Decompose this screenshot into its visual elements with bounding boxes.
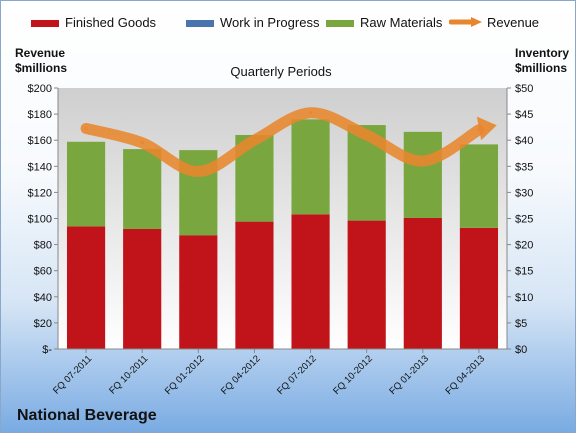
bar-raw-materials [123, 149, 162, 229]
legend-label: Revenue [487, 15, 540, 30]
company-name: National Beverage [17, 407, 157, 424]
bar-raw-materials [291, 119, 330, 215]
right-tick-label: $0 [515, 344, 527, 356]
legend-swatch-raw-materials [326, 20, 354, 28]
legend-swatch-revenue [448, 16, 483, 31]
legend-item-revenue: Revenue [448, 15, 540, 31]
x-tick-label: FQ 04-2013 [443, 353, 487, 397]
revenue-line [80, 107, 485, 178]
revenue-point [252, 138, 256, 142]
right-axis-title-line: $millions [515, 61, 568, 75]
legend-label: Work in Progress [220, 15, 320, 30]
x-tick-label: FQ 10-2011 [107, 353, 150, 396]
bar-raw-materials [403, 131, 442, 218]
left-axis-title: Revenue $millions [15, 46, 67, 76]
right-tick-label: $10 [515, 292, 533, 304]
bar-finished-goods [66, 226, 106, 349]
legend-swatch-finished-goods [31, 20, 59, 28]
left-tick-label: $- [42, 344, 52, 356]
right-axis-title: Inventory $millions [515, 46, 569, 76]
revenue-point [309, 111, 313, 115]
left-tick-label: $60 [34, 266, 52, 278]
right-tick-label: $25 [515, 214, 533, 226]
legend-item-work-in-progress: Work in Progress [186, 15, 319, 30]
right-tick-label: $15 [515, 266, 533, 278]
legend-swatch-work-in-progress [186, 20, 214, 28]
x-tick-label: FQ 01-2013 [387, 353, 431, 397]
bar-finished-goods [179, 235, 218, 349]
bar-finished-goods [235, 221, 274, 349]
revenue-point [84, 126, 88, 130]
bar-finished-goods [459, 227, 499, 349]
revenue-point [421, 159, 425, 163]
bar-finished-goods [403, 217, 442, 349]
x-tick-label: FQ 01-2012 [163, 353, 207, 397]
left-axis-title-line: $millions [15, 61, 68, 75]
revenue-point [365, 133, 369, 137]
left-tick-label: $140 [28, 161, 52, 173]
chart-title: Quarterly Periods [230, 64, 332, 79]
bar-raw-materials [66, 141, 106, 227]
right-tick-label: $45 [515, 109, 533, 121]
right-axis-title-line: Inventory [515, 46, 570, 60]
x-tick-label: FQ 10-2012 [331, 353, 375, 397]
legend-item-raw-materials: Raw Materials [326, 15, 442, 30]
right-tick-label: $40 [515, 135, 533, 147]
right-tick-label: $20 [515, 240, 533, 252]
right-tick-label: $35 [515, 161, 533, 173]
left-tick-label: $40 [34, 292, 52, 304]
legend-label: Finished Goods [65, 15, 157, 30]
bar-finished-goods [291, 214, 330, 349]
right-tick-label: $30 [515, 187, 533, 199]
left-tick-label: $80 [34, 240, 52, 252]
left-tick-label: $180 [28, 109, 52, 121]
revenue-arrow-head [476, 116, 497, 141]
legend-label: Raw Materials [360, 15, 443, 30]
x-tick-label: FQ 07-2012 [275, 353, 319, 397]
left-tick-label: $120 [28, 187, 52, 199]
x-tick-label: FQ 04-2012 [219, 353, 263, 397]
left-tick-label: $160 [28, 135, 52, 147]
bar-finished-goods [123, 228, 162, 349]
right-tick-label: $50 [515, 83, 533, 95]
bar-finished-goods [347, 220, 386, 349]
revenue-point [140, 141, 144, 145]
revenue-point [196, 170, 200, 174]
right-tick-label: $5 [515, 318, 527, 330]
left-tick-label: $200 [28, 83, 52, 95]
left-tick-label: $20 [34, 318, 52, 330]
x-tick-label: FQ 07-2011 [51, 353, 94, 396]
bar-raw-materials [459, 144, 499, 228]
left-axis-title-line: Revenue [15, 46, 66, 60]
left-tick-label: $100 [28, 214, 52, 226]
legend-item-finished-goods: Finished Goods [31, 15, 156, 30]
